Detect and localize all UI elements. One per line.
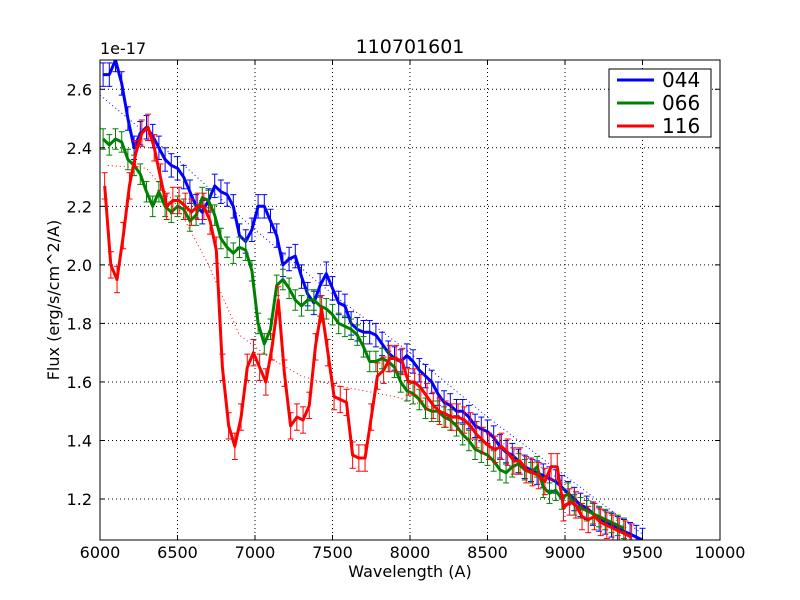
y-tick-label: 1.6 <box>67 373 92 392</box>
x-tick-label: 7000 <box>235 543 276 562</box>
x-tick-label: 7500 <box>312 543 353 562</box>
y-tick-label: 1.4 <box>67 431 92 450</box>
y-tick-label: 1.8 <box>67 314 92 333</box>
y-offset-label: 1e-17 <box>100 39 146 58</box>
series-116 <box>101 113 635 540</box>
y-tick-label: 2.0 <box>67 256 92 275</box>
continuum-line-116 <box>107 164 628 529</box>
x-tick-label: 8000 <box>390 543 431 562</box>
x-tick-label: 9000 <box>545 543 586 562</box>
x-tick-label: 8500 <box>467 543 508 562</box>
legend-label-116: 116 <box>662 114 700 138</box>
y-tick-label: 2.2 <box>67 197 92 216</box>
y-tick-label: 1.2 <box>67 490 92 509</box>
series-line-116 <box>103 125 633 539</box>
x-tick-label: 6500 <box>157 543 198 562</box>
series-line-066 <box>102 137 625 530</box>
axis-ticks: 6000 6500 7000 7500 8000 8500 9000 9500 10000 1.2… <box>67 60 746 562</box>
legend: 044 066 116 <box>608 68 712 138</box>
x-axis-label: Wavelength (A) <box>348 562 471 581</box>
y-tick-label: 2.6 <box>67 80 92 99</box>
y-tick-label: 2.4 <box>67 139 92 158</box>
x-tick-label: 9500 <box>622 543 663 562</box>
series-layer <box>100 60 646 540</box>
legend-label-044: 044 <box>662 68 700 92</box>
x-tick-label: 10000 <box>695 543 746 562</box>
chart-title: 110701601 <box>356 36 465 58</box>
y-axis-label: Flux (erg/s/cm^2/A) <box>44 220 63 381</box>
legend-label-066: 066 <box>662 91 700 115</box>
x-tick-label: 6000 <box>80 543 121 562</box>
